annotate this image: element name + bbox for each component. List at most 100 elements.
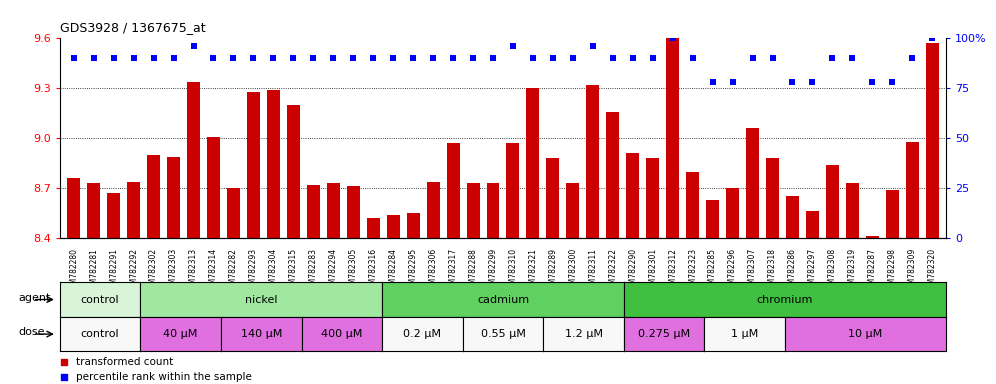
- Text: transformed count: transformed count: [76, 357, 173, 367]
- Bar: [406, 213, 419, 384]
- Point: [865, 79, 880, 85]
- Text: 400 μM: 400 μM: [321, 329, 363, 339]
- Text: cadmium: cadmium: [477, 295, 529, 305]
- Bar: [287, 105, 300, 384]
- Text: 40 μM: 40 μM: [163, 329, 198, 339]
- Bar: [426, 182, 439, 384]
- Bar: [327, 183, 340, 384]
- Bar: [547, 158, 560, 384]
- Text: GDS3928 / 1367675_at: GDS3928 / 1367675_at: [60, 22, 205, 35]
- Bar: [167, 157, 180, 384]
- Bar: [706, 200, 719, 384]
- Text: 10 μM: 10 μM: [849, 329, 882, 339]
- Point: [624, 55, 640, 61]
- Bar: [207, 137, 220, 384]
- Point: [306, 55, 322, 61]
- Bar: [507, 143, 520, 384]
- Bar: [646, 158, 659, 384]
- Point: [725, 79, 741, 85]
- Bar: [866, 237, 878, 384]
- Point: [265, 55, 281, 61]
- Point: [505, 43, 521, 50]
- Point: [664, 35, 680, 41]
- Bar: [386, 215, 399, 384]
- Bar: [267, 90, 280, 384]
- Point: [704, 79, 720, 85]
- Point: [525, 55, 541, 61]
- Bar: [466, 183, 479, 384]
- Bar: [307, 185, 320, 384]
- Point: [385, 55, 401, 61]
- Point: [884, 79, 900, 85]
- Point: [346, 55, 362, 61]
- Bar: [746, 128, 759, 384]
- Point: [684, 55, 700, 61]
- Bar: [726, 188, 739, 384]
- Bar: [626, 153, 639, 384]
- Text: control: control: [81, 329, 120, 339]
- Bar: [446, 143, 459, 384]
- Bar: [607, 112, 620, 384]
- Point: [125, 55, 141, 61]
- Text: control: control: [81, 295, 120, 305]
- Bar: [925, 43, 938, 384]
- Point: [66, 55, 82, 61]
- Bar: [686, 172, 699, 384]
- Point: [366, 55, 381, 61]
- Point: [465, 55, 481, 61]
- Text: 0.2 μM: 0.2 μM: [403, 329, 441, 339]
- Bar: [68, 178, 81, 384]
- Bar: [486, 183, 499, 384]
- Point: [145, 55, 161, 61]
- Point: [106, 55, 122, 61]
- Point: [165, 55, 181, 61]
- Text: agent: agent: [18, 293, 51, 303]
- Point: [745, 55, 761, 61]
- Point: [825, 55, 841, 61]
- Point: [185, 43, 201, 50]
- Point: [286, 55, 302, 61]
- Bar: [347, 187, 360, 384]
- Bar: [527, 88, 540, 384]
- Bar: [806, 212, 819, 384]
- Bar: [88, 183, 101, 384]
- Point: [845, 55, 861, 61]
- Bar: [367, 218, 379, 384]
- Text: 1.2 μM: 1.2 μM: [565, 329, 603, 339]
- Bar: [826, 165, 839, 384]
- Point: [585, 43, 601, 50]
- Bar: [247, 92, 260, 384]
- Bar: [905, 142, 918, 384]
- Bar: [885, 190, 898, 384]
- Bar: [227, 188, 240, 384]
- Point: [904, 55, 920, 61]
- Bar: [187, 82, 200, 384]
- Bar: [108, 193, 121, 384]
- Bar: [786, 197, 799, 384]
- Point: [644, 55, 660, 61]
- Point: [545, 55, 561, 61]
- Point: [805, 79, 821, 85]
- Bar: [587, 85, 600, 384]
- Text: nickel: nickel: [245, 295, 278, 305]
- Point: [485, 55, 501, 61]
- Point: [405, 55, 421, 61]
- Point: [326, 55, 342, 61]
- Point: [56, 359, 72, 365]
- Point: [785, 79, 801, 85]
- Bar: [846, 183, 859, 384]
- Text: 0.275 μM: 0.275 μM: [638, 329, 690, 339]
- Point: [245, 55, 261, 61]
- Text: 0.55 μM: 0.55 μM: [480, 329, 526, 339]
- Text: percentile rank within the sample: percentile rank within the sample: [76, 372, 252, 382]
- Bar: [147, 155, 160, 384]
- Point: [205, 55, 221, 61]
- Point: [86, 55, 102, 61]
- Text: dose: dose: [18, 327, 45, 338]
- Bar: [127, 182, 140, 384]
- Bar: [567, 183, 580, 384]
- Bar: [666, 38, 679, 384]
- Point: [924, 35, 940, 41]
- Point: [565, 55, 581, 61]
- Text: chromium: chromium: [757, 295, 813, 305]
